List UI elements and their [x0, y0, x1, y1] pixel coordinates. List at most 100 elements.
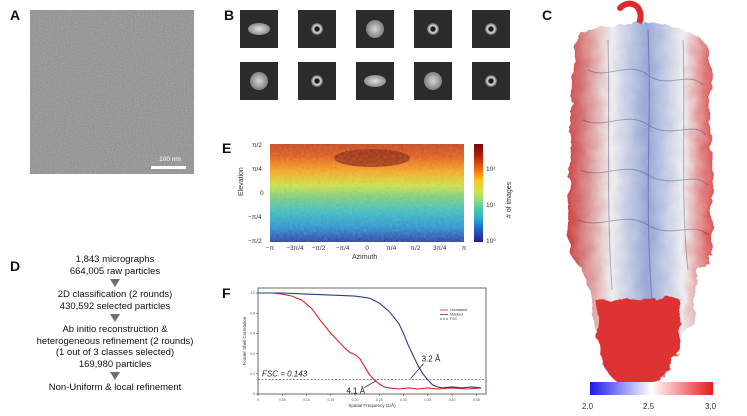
fsc-ylabel: Fourier Shell Correlation	[242, 316, 247, 365]
panel-label-b: B	[224, 7, 235, 23]
fsc-xtick-label: 0.20	[352, 398, 359, 402]
e-colorbar-tick-100: 10²	[486, 166, 496, 173]
panel-label-c: C	[542, 7, 553, 23]
class-average-top	[414, 10, 452, 48]
scale-bar-label: 100 nm	[159, 156, 181, 163]
fsc-annotation-4-1: 4.1 Å	[346, 387, 365, 396]
e-xtick: −π	[265, 245, 275, 252]
class-average-density	[250, 72, 268, 90]
fsc-legend-entry: Masked	[450, 313, 463, 317]
flow-step-3-line-4: 169,980 particles	[78, 358, 152, 370]
e-colorbar-tick-1: 10⁰	[486, 238, 496, 245]
flow-arrow-2	[110, 314, 120, 322]
class-average-density	[248, 23, 270, 35]
e-ytick-pi-4: π/4	[252, 166, 262, 173]
density-map-body	[568, 23, 712, 342]
fsc-plot-frame	[257, 287, 487, 395]
micrograph-texture	[30, 10, 194, 174]
local-resolution-colorbar	[590, 382, 713, 395]
e-xtick: −π/4	[335, 245, 350, 252]
class-average-tilted	[414, 62, 452, 100]
density-map	[568, 0, 712, 385]
fsc-series-masked	[258, 292, 482, 389]
e-colorbar-label: # of images	[506, 181, 513, 218]
e-heatmap-svg	[270, 144, 464, 242]
fsc-xtick-label: 0.10	[303, 398, 310, 402]
class-average-density	[485, 23, 497, 35]
class-average-top	[472, 62, 510, 100]
fsc-threshold-label: FSC = 0.143	[262, 370, 308, 379]
class-average-density	[427, 23, 439, 35]
scale-bar	[151, 166, 186, 169]
fsc-legend-entry: FSC	[450, 317, 458, 321]
flow-arrow-3	[110, 372, 120, 380]
fsc-ytick-label: 0.6	[250, 332, 255, 336]
class-average-top	[298, 10, 336, 48]
flow-step-2-line-2: 430,592 selected particles	[59, 300, 171, 312]
e-xtick: π/2	[410, 245, 421, 252]
class-average-side	[240, 10, 278, 48]
fsc-annotation-arrow	[364, 380, 377, 388]
fsc-xtick-label: 0.15	[327, 398, 334, 402]
e-ytick-neg-pi-2: −π/2	[248, 238, 262, 245]
panel-label-f: F	[222, 285, 231, 301]
class-average-density	[311, 23, 323, 35]
class-average-tilted	[240, 62, 278, 100]
class-average-top	[298, 62, 336, 100]
fsc-xtick-label: 0.40	[449, 398, 456, 402]
class-average-tilted	[356, 10, 394, 48]
class-average-density	[485, 75, 497, 87]
fsc-xlabel: Spatial Frequency (1/Å)	[348, 402, 396, 408]
fsc-chart: 0 0.05 0.10 0.15 0.20 0.25 0.30 0.35 0.40 0.45 0 0.…	[242, 287, 487, 408]
flow-step-2-line-1: 2D classification (2 rounds)	[57, 289, 173, 300]
fsc-xtick-label: 0.35	[424, 398, 431, 402]
fsc-ytick-label: 0	[253, 392, 255, 396]
flow-step-4-line-1: Non-Uniform & local refinement	[48, 382, 182, 393]
flow-step-3-line-1: Ab initio reconstruction &	[62, 324, 168, 335]
fsc-ytick-label: 1.0	[250, 291, 255, 295]
e-ylabel: Elevation	[238, 167, 245, 196]
e-colorbar	[474, 144, 483, 242]
e-xtick: 3π/4	[432, 245, 447, 252]
e-ytick-0: 0	[260, 190, 264, 197]
e-xtick: π	[461, 245, 467, 252]
panel-label-e: E	[222, 140, 232, 156]
e-heatmap	[270, 144, 464, 242]
e-xtick: −3π/4	[286, 245, 304, 252]
class-average-density	[311, 75, 323, 87]
e-xlabel: Azimuth	[352, 254, 378, 261]
fsc-legend-entry: Unmasked	[450, 308, 467, 312]
density-map-ridges	[577, 29, 709, 301]
density-map-helices	[596, 298, 681, 385]
flow-step-3-line-2: heterogeneous refinement (2 rounds)	[36, 335, 194, 347]
fsc-xtick-label: 0.25	[376, 398, 383, 402]
fsc-ytick-label: 0.4	[250, 352, 255, 356]
fsc-xtick-label: 0.30	[400, 398, 407, 402]
e-ytick-pi-2: π/2	[252, 142, 262, 149]
e-ytick-neg-pi-4: −π/4	[248, 214, 262, 221]
panel-label-d: D	[10, 258, 21, 274]
flow-step-1-line-1: 1,843 micrographs	[75, 254, 155, 265]
class-average-density	[424, 72, 442, 90]
colorbar-tick-max: 3.0	[705, 402, 717, 411]
fsc-ytick-label: 0.2	[250, 372, 255, 376]
fsc-series-unmasked	[258, 292, 482, 390]
flow-arrow-1	[110, 279, 120, 287]
panel-label-a: A	[10, 7, 21, 23]
colorbar-tick-mid: 2.5	[643, 402, 655, 411]
fsc-xtick-label: 0	[257, 398, 259, 402]
e-xtick: 0	[365, 245, 369, 252]
fsc-xtick-label: 0.45	[473, 398, 480, 402]
fsc-xtick-label: 0.05	[279, 398, 286, 402]
fsc-annotation-arrow	[410, 363, 424, 379]
flow-step-3-line-3: (1 out of 3 classes selected)	[55, 347, 175, 358]
e-colorbar-tick-10: 10¹	[486, 202, 496, 209]
micrograph: 100 nm	[30, 10, 194, 174]
e-xtick: −π/2	[311, 245, 326, 252]
colorbar-tick-min: 2.0	[582, 402, 594, 411]
class-averages	[240, 10, 530, 110]
class-average-density	[364, 75, 386, 87]
processing-flowchart: 1,843 micrographs 664,005 raw particles …	[15, 254, 215, 404]
flow-step-1-line-2: 664,005 raw particles	[69, 265, 161, 277]
class-average-side	[356, 62, 394, 100]
